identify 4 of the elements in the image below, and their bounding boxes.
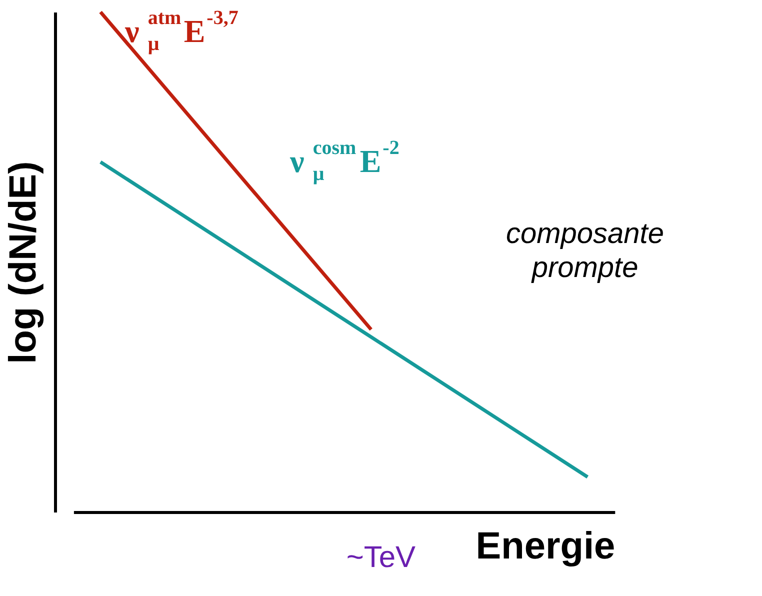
x-axis-title: Energie [476,526,616,568]
text: ~TeV [346,541,416,574]
annotation: composante prompte [506,218,664,284]
y-axis-title: log (dN/dE) [2,161,44,364]
